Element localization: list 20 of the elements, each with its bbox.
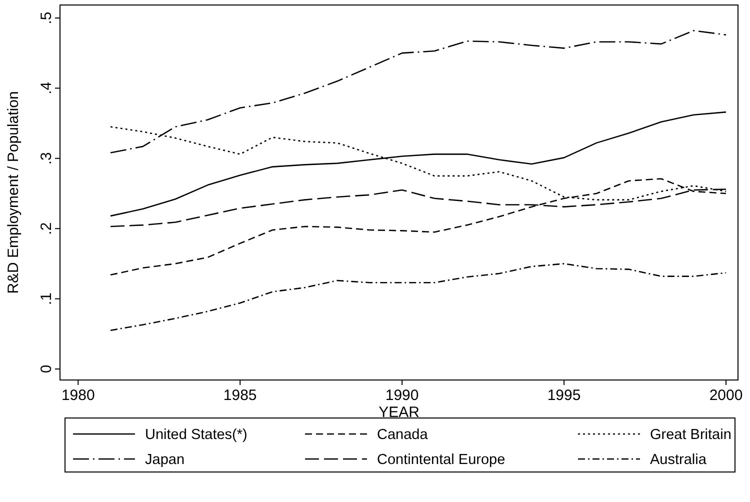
x-tick-label: 1995 [547, 387, 581, 404]
y-tick-label: .1 [38, 292, 55, 306]
legend-label: Great Britain [650, 427, 732, 443]
y-axis-title: R&D Employment / Population [5, 91, 22, 294]
y-tick-label: .3 [38, 152, 55, 165]
legend-label: Australia [650, 452, 708, 468]
line-series [110, 263, 727, 332]
x-tick-label: 1985 [223, 387, 257, 404]
legend-label: United States(*) [145, 427, 248, 443]
x-tick-label: 1990 [385, 387, 419, 404]
legend-label: Japan [145, 452, 185, 468]
y-tick-label: .2 [38, 222, 55, 235]
y-tick-label: 0 [38, 364, 55, 374]
x-tick-label: 1980 [61, 387, 95, 404]
y-tick-label: .4 [38, 82, 55, 94]
x-tick-label: 2000 [709, 387, 743, 404]
y-tick-label: .5 [38, 12, 55, 24]
legend-label: Contintental Europe [377, 452, 506, 468]
legend-label: Canada [377, 427, 429, 443]
x-axis-title: YEAR [378, 404, 420, 421]
